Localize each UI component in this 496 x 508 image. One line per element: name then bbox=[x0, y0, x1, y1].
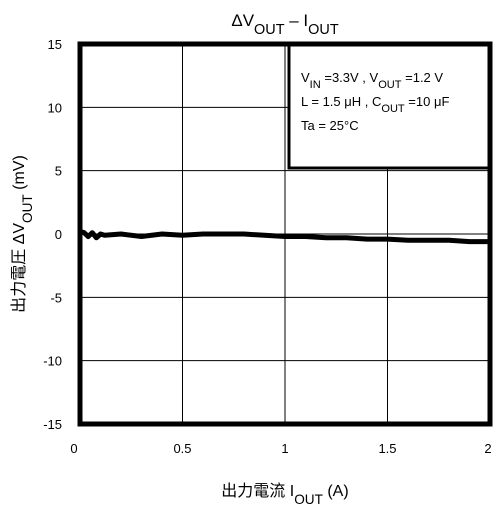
y-tick-label: 10 bbox=[48, 100, 62, 115]
legend-line: Ta = 25°C bbox=[301, 118, 359, 133]
x-tick-label: 0.5 bbox=[173, 441, 191, 456]
legend-line: VIN =3.3V , VOUT =1.2 V bbox=[301, 70, 443, 91]
x-tick-label: 1.5 bbox=[378, 441, 396, 456]
x-tick-label: 2 bbox=[484, 441, 491, 456]
y-axis-label: 出力電圧 ΔVOUT (mV) bbox=[10, 155, 35, 313]
x-tick-label: 1 bbox=[281, 441, 288, 456]
y-tick-label: -15 bbox=[43, 417, 62, 432]
x-axis-label: 出力電流 IOUT (A) bbox=[221, 482, 348, 507]
series-line bbox=[77, 229, 493, 245]
plot-frame bbox=[77, 41, 493, 427]
tick-labels: 15 10 5 0 -5 -10 -15 0 0.5 1 1.5 2 bbox=[43, 37, 491, 456]
legend-line: L = 1.5 μH , COUT =10 μF bbox=[301, 94, 449, 115]
y-tick-label: -5 bbox=[50, 290, 62, 305]
y-tick-label: -10 bbox=[43, 354, 62, 369]
y-tick-label: 15 bbox=[48, 37, 62, 52]
y-tick-label: 5 bbox=[55, 164, 62, 179]
y-tick-label: 0 bbox=[55, 227, 62, 242]
legend-text: VIN =3.3V , VOUT =1.2 V L = 1.5 μH , COUT… bbox=[301, 70, 449, 133]
x-tick-label: 0 bbox=[70, 441, 77, 456]
chart-title: ΔVOUT – IOUT bbox=[231, 11, 338, 38]
series-layer bbox=[77, 229, 493, 245]
